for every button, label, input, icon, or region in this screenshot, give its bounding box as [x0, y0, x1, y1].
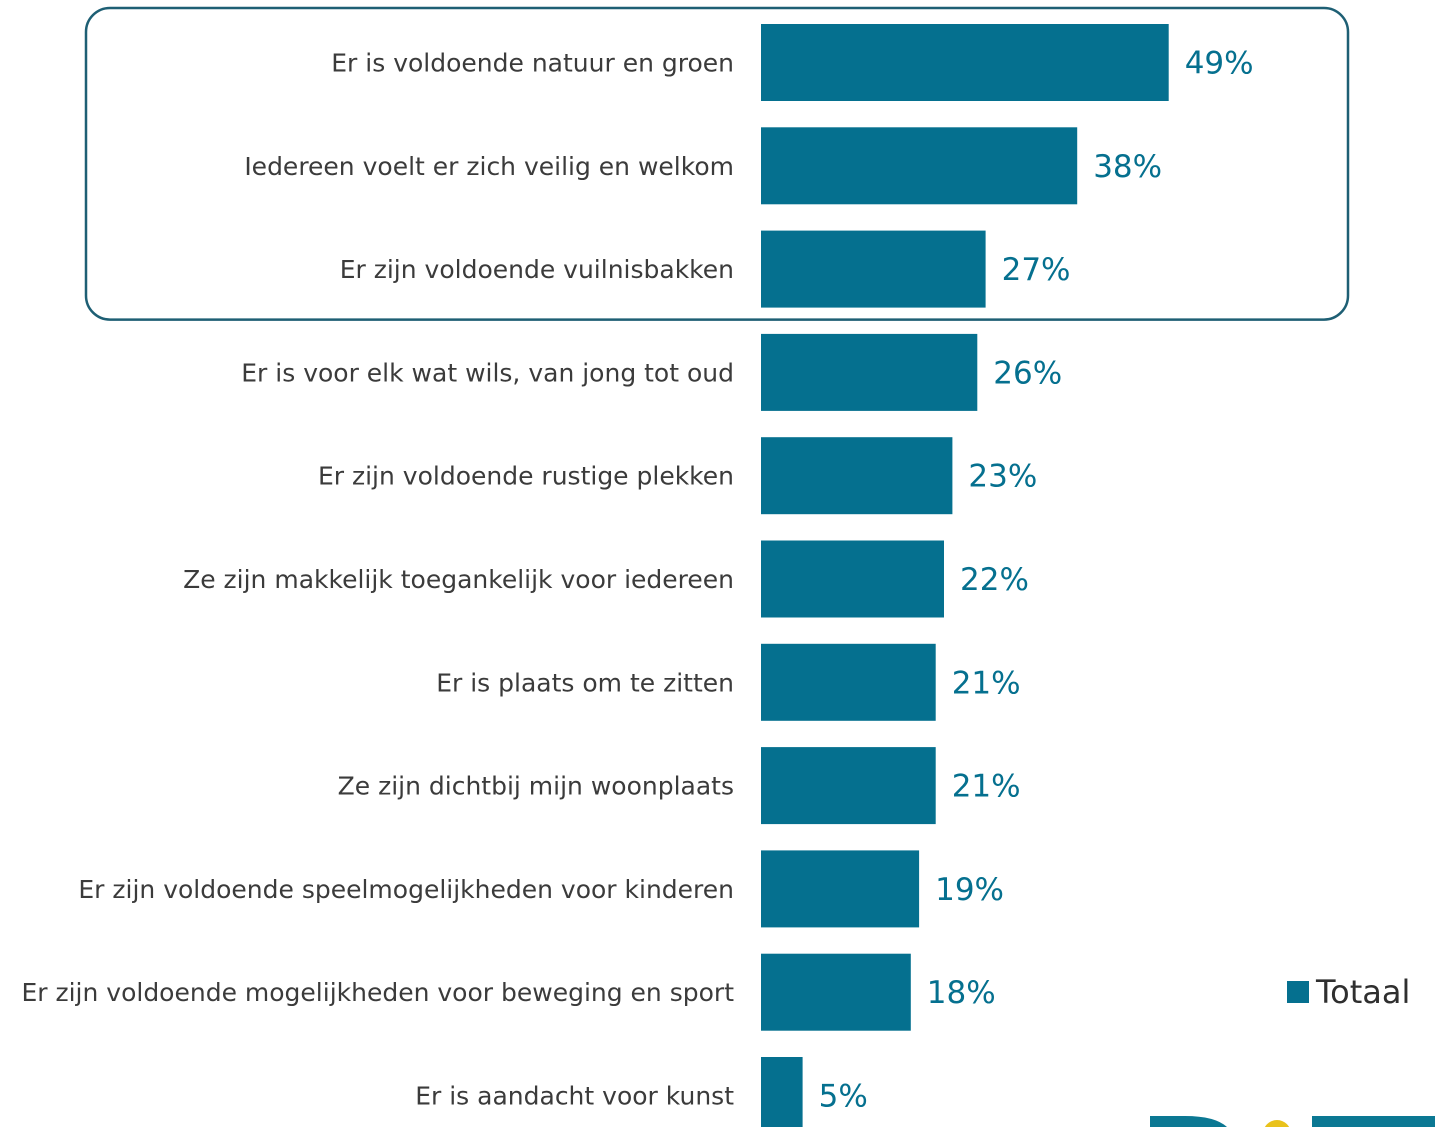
bar: [761, 333, 978, 411]
category-labels: Er is voldoende natuur en groen Iedereen …: [21, 49, 734, 1111]
bar: [761, 540, 944, 618]
highlight-layer: [84, 6, 1350, 321]
logo-letter-d: [1150, 1116, 1227, 1127]
legend: Totaal: [1287, 973, 1410, 1011]
value-label: 21%: [952, 665, 1021, 701]
category-label: Er is aandacht voor kunst: [415, 1082, 734, 1111]
bars-layer: [761, 24, 1169, 1127]
category-label: Er zijn voldoende speelmogelijkheden voo…: [78, 875, 734, 904]
bar: [761, 953, 911, 1031]
logo-block: [1312, 1116, 1435, 1127]
bar: [761, 850, 920, 928]
value-label: 38%: [1093, 149, 1162, 185]
value-label: 18%: [927, 975, 996, 1011]
logo-partial: [1150, 1116, 1435, 1127]
bar: [761, 127, 1078, 205]
value-label: 5%: [819, 1079, 868, 1115]
bar: [761, 24, 1169, 101]
category-label: Ze zijn makkelijk toegankelijk voor iede…: [183, 565, 734, 594]
value-label: 49%: [1185, 46, 1254, 82]
bar: [761, 230, 986, 308]
legend-label: Totaal: [1315, 973, 1410, 1011]
category-label: Er zijn voldoende rustige plekken: [318, 462, 734, 491]
bar: [761, 643, 936, 721]
value-label: 27%: [1002, 252, 1071, 288]
category-label: Er zijn voldoende vuilnisbakken: [340, 255, 734, 284]
legend-swatch: [1287, 981, 1309, 1003]
value-label: 23%: [968, 459, 1037, 495]
value-label: 22%: [960, 562, 1029, 598]
value-label: 21%: [952, 769, 1021, 805]
value-label: 26%: [993, 355, 1062, 391]
category-label: Er zijn voldoende mogelijkheden voor bew…: [21, 978, 734, 1007]
highlight-frame: [84, 6, 1350, 321]
category-label: Iedereen voelt er zich veilig en welkom: [244, 152, 734, 181]
value-labels: 49% 38% 27% 26% 23% 22% 21% 21% 19% 18% 5%: [819, 46, 1254, 1115]
category-label: Er is voor elk wat wils, van jong tot ou…: [241, 358, 734, 387]
bar: [761, 747, 936, 825]
logo-dot: [1264, 1120, 1290, 1127]
bar: [761, 1057, 803, 1127]
category-label: Er is voldoende natuur en groen: [331, 49, 734, 78]
value-label: 19%: [935, 872, 1004, 908]
category-label: Er is plaats om te zitten: [436, 668, 734, 697]
category-label: Ze zijn dichtbij mijn woonplaats: [338, 772, 734, 801]
bar: [761, 437, 953, 515]
